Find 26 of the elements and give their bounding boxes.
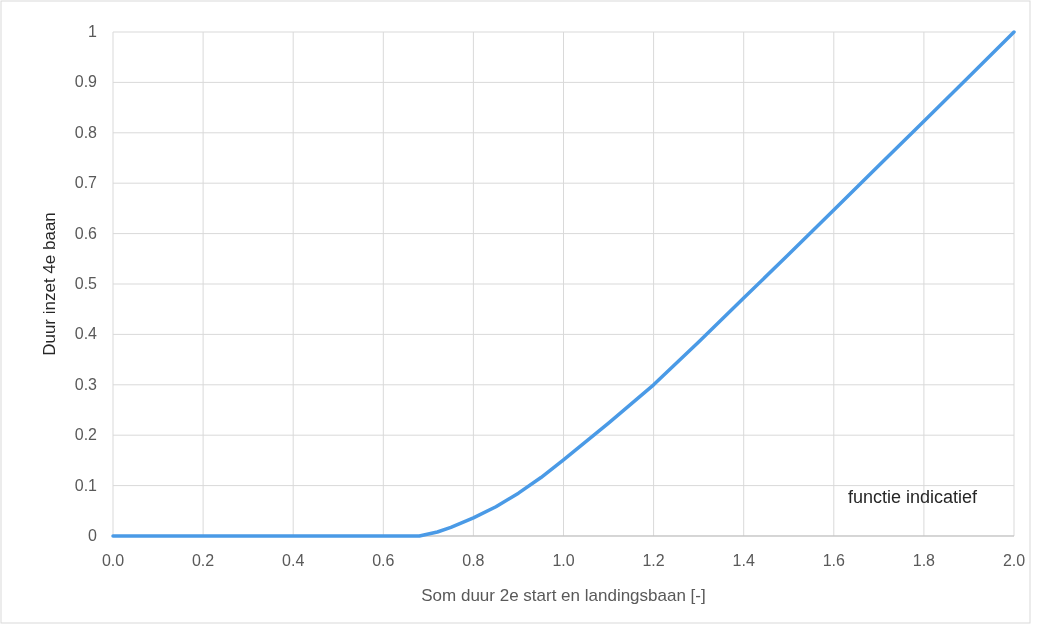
x-tick-label: 1.4: [732, 552, 755, 569]
y-tick-label: 0: [88, 527, 98, 544]
y-axis-title: Duur inzet 4e baan: [40, 212, 59, 356]
annotation: functie indicatief: [847, 487, 978, 507]
y-tick-label: 0.8: [74, 123, 98, 141]
y-tick-label: 0.7: [74, 174, 98, 192]
x-axis-title: Som duur 2e start en landingsbaan [-]: [421, 586, 706, 605]
x-tick-label: 0.6: [372, 552, 395, 569]
x-tick-label: 1.6: [822, 552, 846, 569]
x-tick-label: 0.0: [101, 552, 125, 569]
y-tick-label: 0.9: [74, 73, 98, 91]
x-tick-label: 0.4: [282, 552, 305, 569]
y-tick-label: 0.3: [74, 375, 98, 393]
y-tick-label: 0.1: [74, 476, 98, 494]
line-series: [111, 30, 1016, 538]
x-tick-label: 1.8: [912, 552, 936, 569]
x-tick-label: 1.2: [642, 552, 665, 569]
x-tick-label: 2.0: [1002, 552, 1026, 569]
y-tick-label: 0.4: [74, 325, 98, 343]
y-tick-label: 0.6: [74, 224, 98, 242]
y-tick-label: 0.2: [74, 426, 98, 444]
y-tick-label: 0.5: [74, 275, 98, 292]
y-tick-label: 1: [88, 23, 98, 40]
x-tick-label: 0.2: [191, 552, 215, 569]
x-tick-label: 0.8: [462, 552, 485, 569]
x-tick-label: 1.0: [552, 552, 575, 569]
